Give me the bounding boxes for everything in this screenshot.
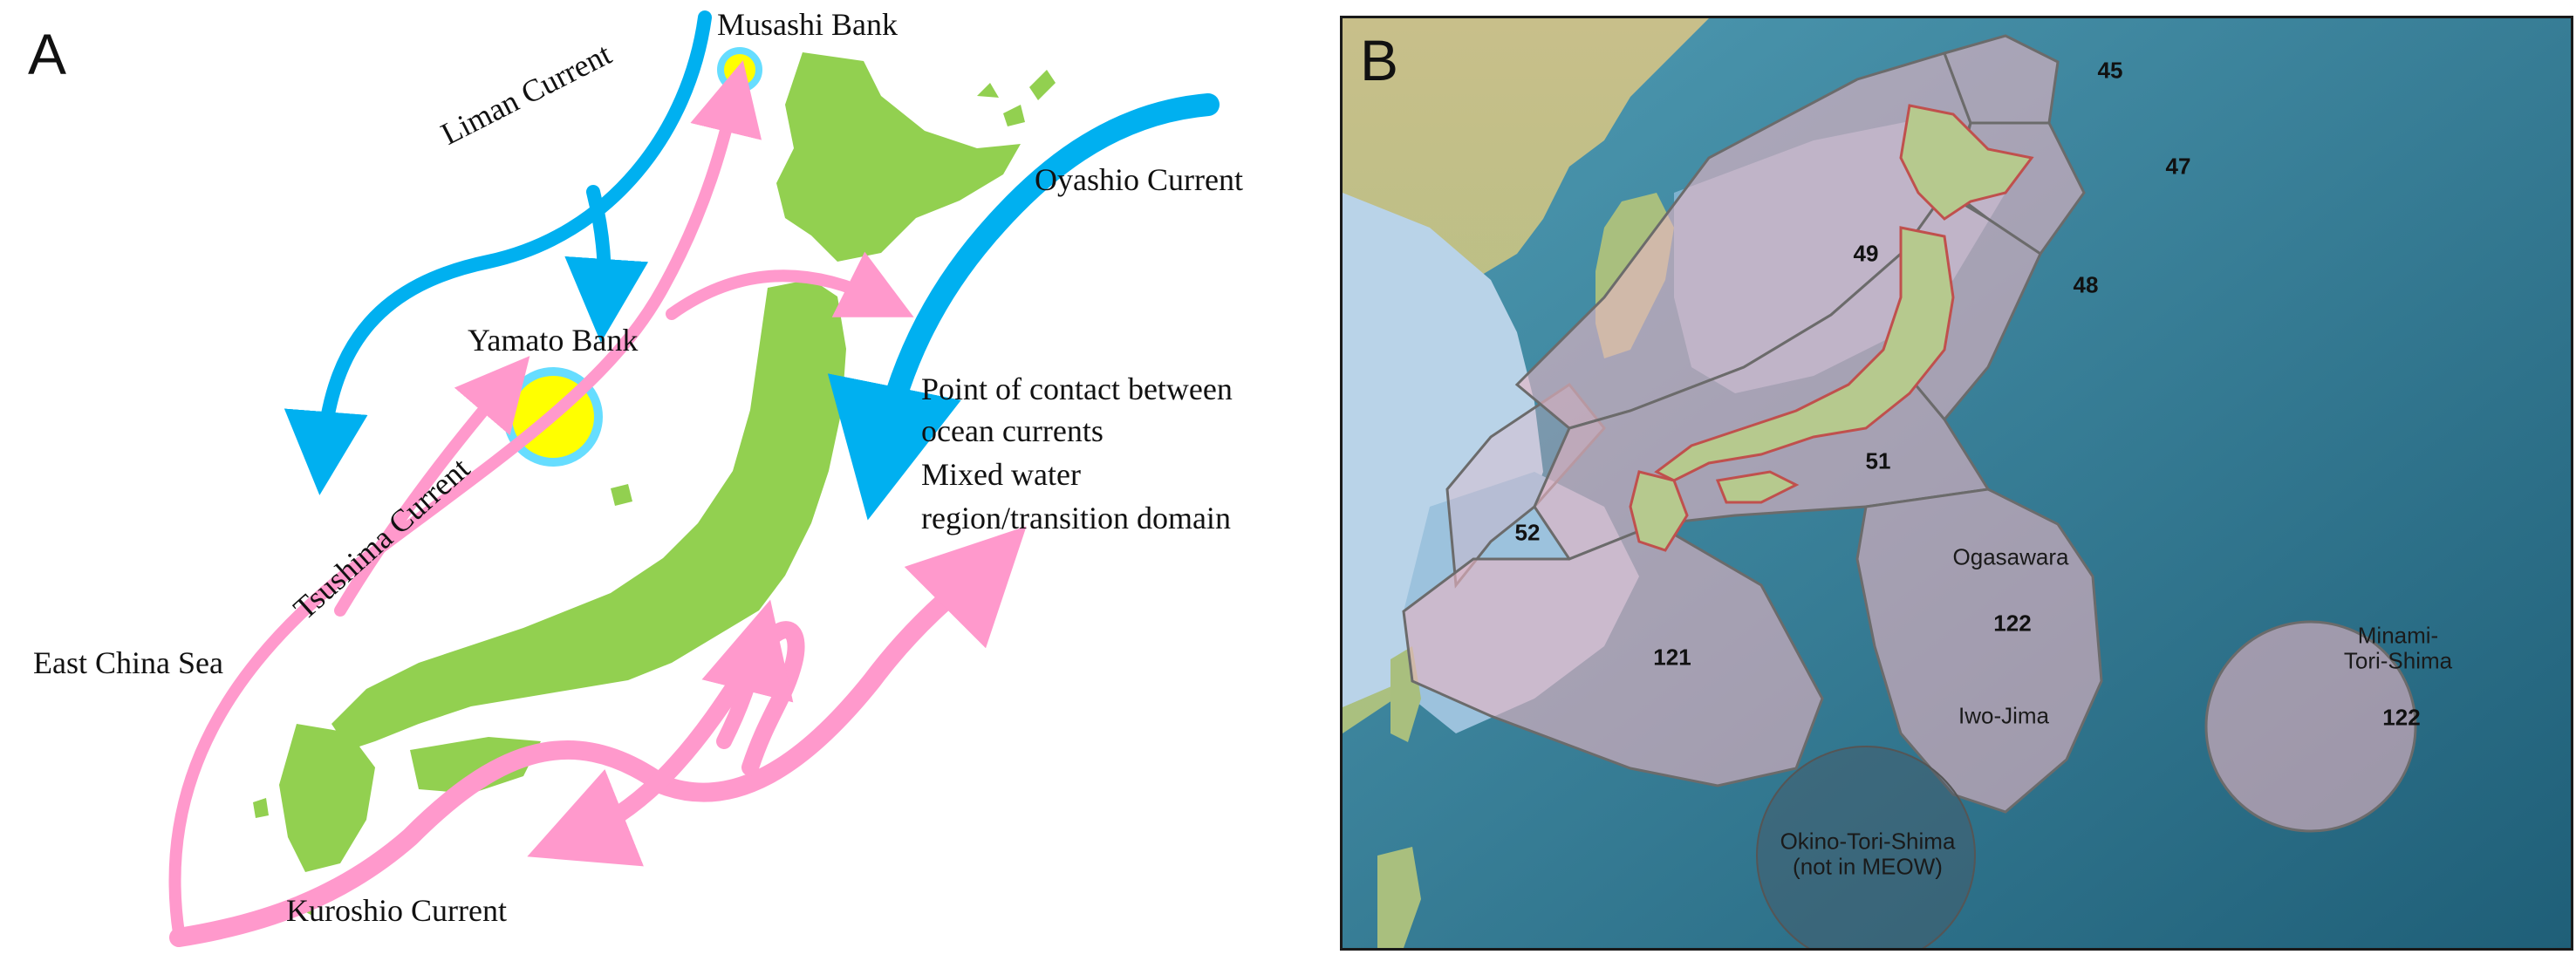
okino-tori-shima-zone — [1756, 746, 1976, 948]
ecoregion-48-label: 48 — [2073, 271, 2099, 298]
east-china-sea-label: East China Sea — [33, 645, 223, 680]
panel-letter-b: B — [1360, 28, 1399, 92]
yamato-bank-label: Yamato Bank — [468, 323, 639, 358]
asian-mainland — [1343, 18, 1709, 733]
kuroshio-current-label: Kuroshio Current — [286, 893, 507, 928]
region-122-ogasawara — [1855, 488, 2103, 814]
iwo-jima-label: Iwo-Jima — [1958, 702, 2050, 729]
ecoregion-122-ogasawara-label: 122 — [1993, 610, 2032, 637]
oyashio-current-label: Oyashio Current — [1035, 162, 1243, 197]
shikoku-b — [1715, 470, 1800, 504]
kyushu-b — [1629, 470, 1689, 552]
warm-currents — [168, 60, 1027, 947]
region-45 — [1943, 34, 2060, 125]
mixed-water-label-line2: region/transition domain — [921, 501, 1231, 535]
minami-tori-shima-label: Minami- Tori-Shima — [2343, 622, 2453, 673]
ecoregion-map-graphic — [1343, 18, 2571, 948]
shikoku-island — [410, 737, 541, 794]
ecoregion-52-label: 52 — [1514, 519, 1541, 546]
ecoregion-45-label: 45 — [2097, 57, 2123, 84]
musashi-bank-marker — [717, 47, 762, 92]
honshu-b — [1654, 226, 1955, 482]
hokkaido-b — [1899, 104, 2034, 221]
panel-letter-a: A — [28, 22, 67, 86]
luzon-island — [1377, 847, 1421, 948]
ecoregion-47-label: 47 — [2165, 153, 2191, 180]
yellow-sea-shelf — [1343, 193, 1543, 707]
tsushima-branch-arrow — [334, 356, 530, 617]
contact-label-line1: Point of contact between — [921, 372, 1233, 406]
panel-a-currents-map: A Musashi Bank Liman Current Oyashio Cur… — [28, 7, 1243, 947]
liman-current-arrow — [284, 10, 712, 495]
cold-currents — [284, 10, 1220, 521]
mixed-water-label-line1: Mixed water — [921, 457, 1081, 492]
region-122-minami-tori-shima — [2204, 620, 2417, 833]
japan-islands-b — [1629, 104, 2034, 552]
ecoregion-49-label: 49 — [1853, 240, 1879, 267]
ecoregion-51-label: 51 — [1865, 447, 1891, 474]
oyashio-current-arrow — [827, 93, 1220, 521]
musashi-bank-label: Musashi Bank — [717, 7, 898, 42]
kuroshio-east-branch — [701, 599, 794, 749]
kuroshio-current-arrow — [169, 526, 1027, 947]
currents-map-graphic — [168, 10, 1220, 947]
hokkaido-island — [776, 52, 1021, 262]
tsugaru-branch-arrow — [666, 251, 914, 320]
tsushima-current-arrow — [168, 60, 762, 939]
ogasawara-label: Ogasawara — [1952, 543, 2069, 570]
ecoregion-121-label: 121 — [1653, 644, 1691, 671]
kyushu-island — [279, 724, 375, 872]
kuril-islands — [977, 70, 1056, 126]
contact-label-line2: ocean currents — [921, 413, 1104, 448]
ecoregion-122-minami-label: 122 — [2382, 704, 2421, 731]
panel-b-ecoregion-map: B 45 47 48 49 51 52 121 122 122 Ogasawar… — [1340, 16, 2573, 951]
liman-current-branch-arrow — [564, 185, 649, 343]
okino-tori-shima-label: Okino-Tori-Shima (not in MEOW) — [1780, 828, 1956, 879]
